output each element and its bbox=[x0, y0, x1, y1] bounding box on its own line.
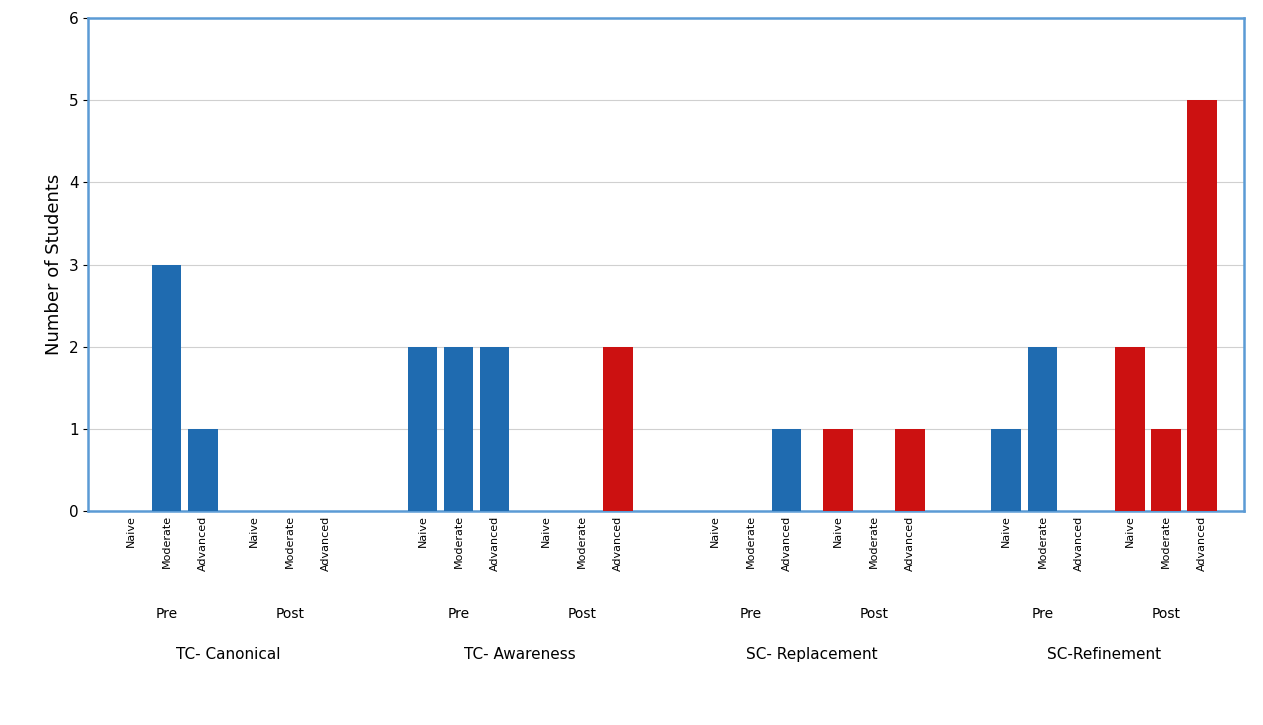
Bar bbox=[188, 429, 217, 511]
Bar bbox=[152, 265, 182, 511]
Text: SC- Replacement: SC- Replacement bbox=[746, 647, 878, 662]
Bar bbox=[1028, 347, 1057, 511]
Text: Post: Post bbox=[275, 608, 304, 621]
Text: SC-Refinement: SC-Refinement bbox=[1047, 647, 1161, 662]
Text: Pre: Pre bbox=[447, 608, 470, 621]
Text: TC- Awareness: TC- Awareness bbox=[465, 647, 576, 662]
Bar bbox=[443, 347, 474, 511]
Text: Pre: Pre bbox=[1032, 608, 1053, 621]
Text: Post: Post bbox=[859, 608, 888, 621]
Bar bbox=[895, 429, 925, 511]
Bar bbox=[480, 347, 509, 511]
Y-axis label: Number of Students: Number of Students bbox=[45, 174, 63, 355]
Bar bbox=[408, 347, 437, 511]
Bar bbox=[604, 347, 633, 511]
Bar bbox=[772, 429, 802, 511]
Text: Pre: Pre bbox=[155, 608, 178, 621]
Bar bbox=[991, 429, 1021, 511]
Text: Post: Post bbox=[567, 608, 596, 621]
Bar bbox=[823, 429, 853, 511]
Text: Pre: Pre bbox=[739, 608, 762, 621]
Bar bbox=[1115, 347, 1144, 511]
Text: Post: Post bbox=[1152, 608, 1181, 621]
Bar bbox=[1187, 100, 1216, 511]
Text: TC- Canonical: TC- Canonical bbox=[176, 647, 280, 662]
Bar bbox=[1151, 429, 1181, 511]
